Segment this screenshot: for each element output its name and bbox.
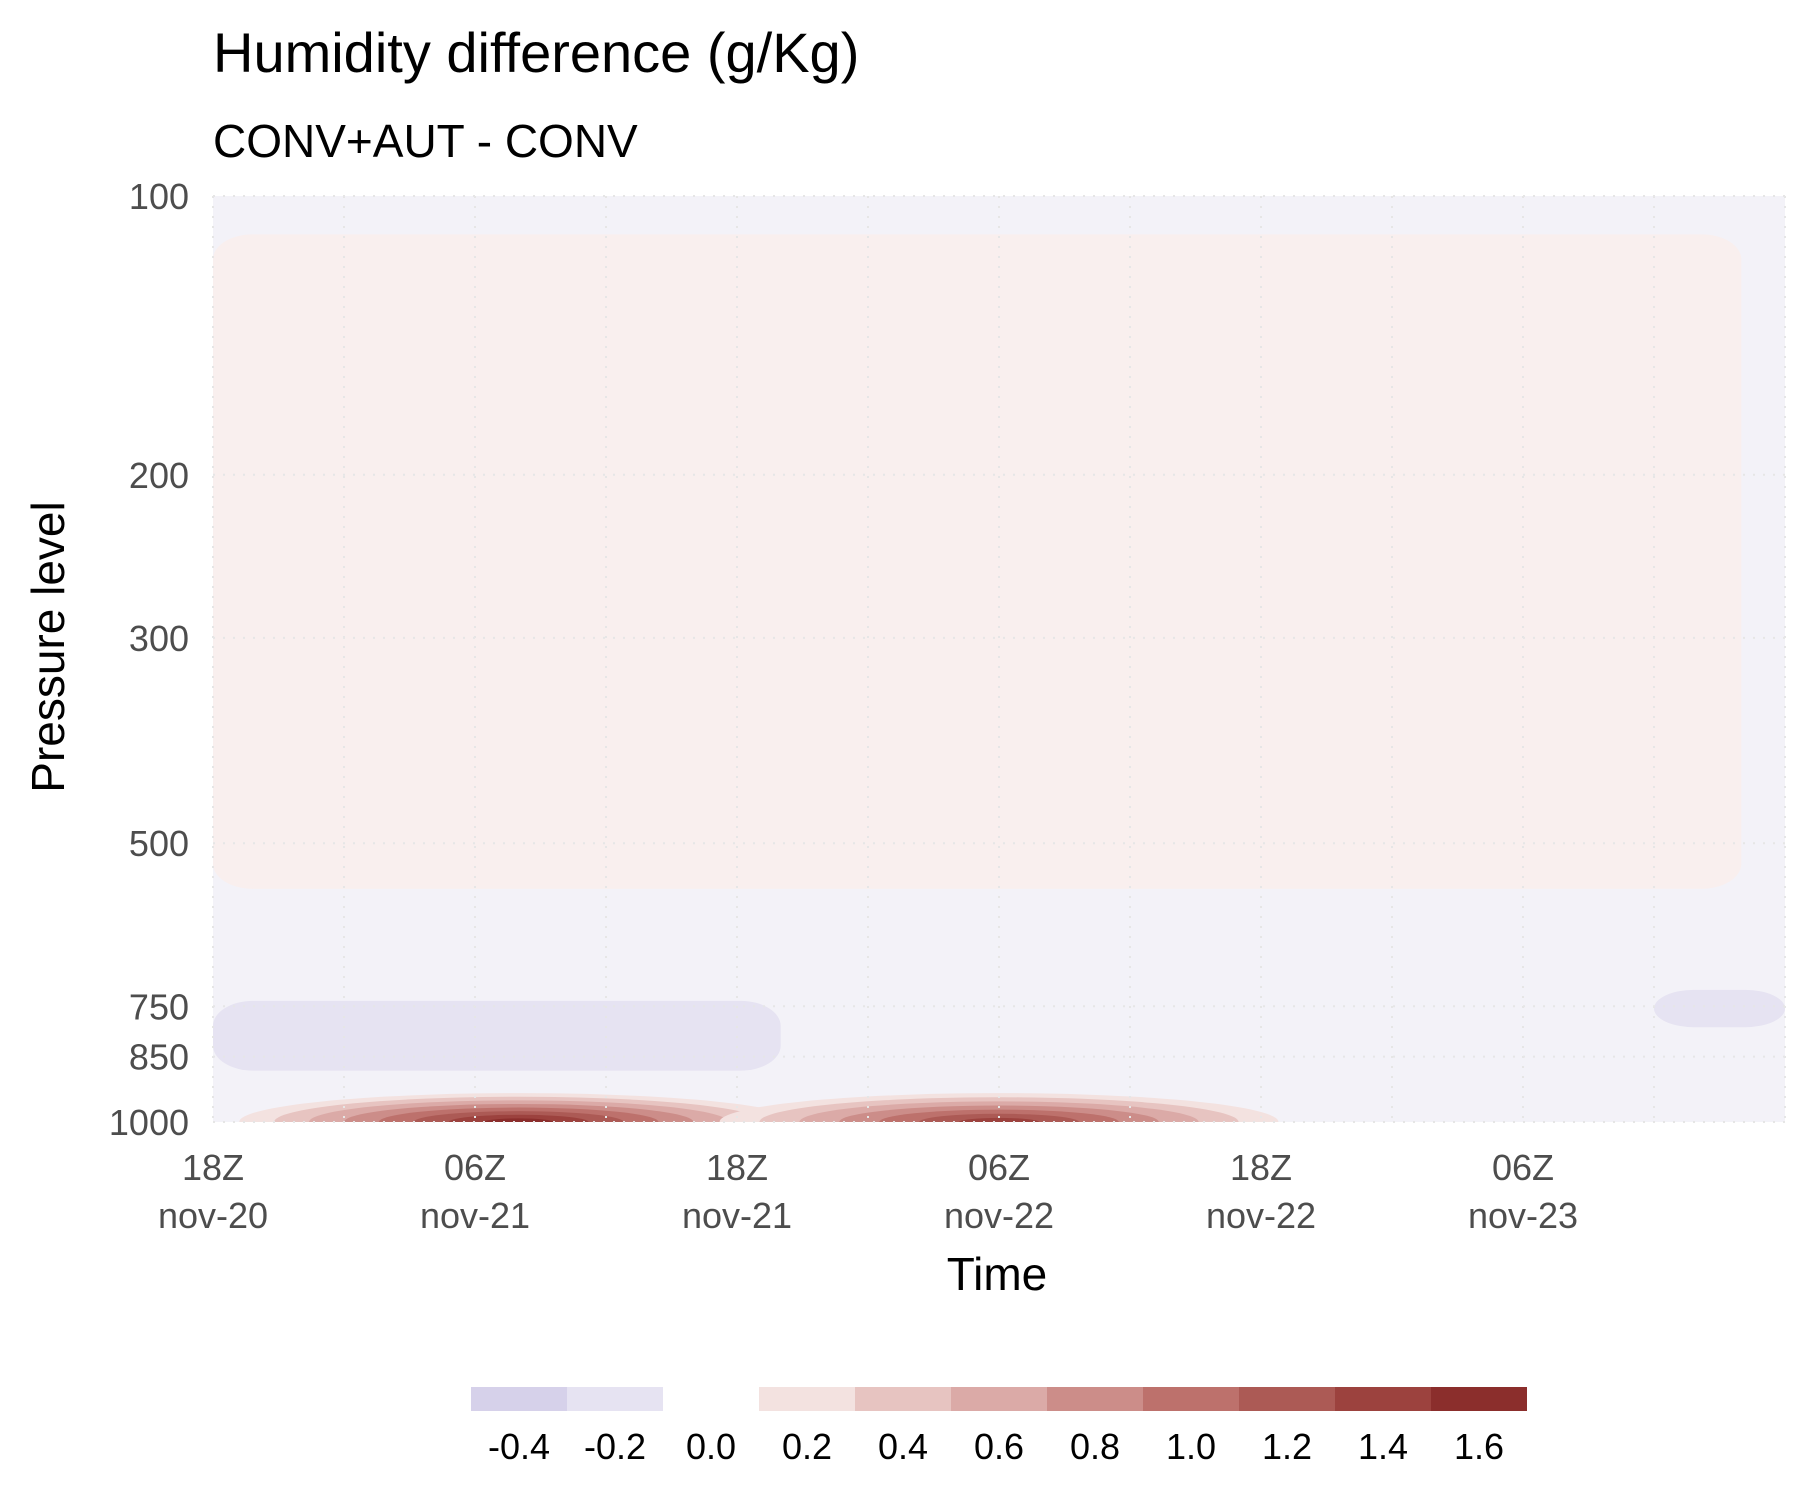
x-tick-time: 06Z	[968, 1147, 1030, 1188]
x-tick-date: nov-21	[682, 1195, 792, 1236]
chart-subtitle: CONV+AUT - CONV	[213, 115, 638, 167]
contour-region-4	[1654, 989, 1785, 1028]
legend-swatch	[759, 1387, 855, 1411]
contour-region-0	[213, 234, 1742, 889]
legend-label: -0.2	[584, 1426, 646, 1467]
contour-region-1	[213, 1000, 781, 1071]
chart-title: Humidity difference (g/Kg)	[213, 21, 859, 84]
contour-band-3-6	[959, 1117, 1039, 1122]
legend-swatch	[855, 1387, 951, 1411]
y-tick-label: 1000	[109, 1102, 189, 1143]
grid-lines	[212, 195, 1786, 1123]
plot-area	[212, 195, 1786, 1123]
y-tick-label: 300	[129, 618, 189, 659]
legend-label: 1.6	[1454, 1426, 1504, 1467]
legend-label: 1.2	[1262, 1426, 1312, 1467]
x-axis: 18Z nov-20 06Z nov-21 18Z nov-21 06Z nov-22 18Z n…	[158, 1147, 1578, 1236]
legend-swatch	[951, 1387, 1047, 1411]
x-tick-time: 18Z	[1230, 1147, 1292, 1188]
legend-label: 0.2	[782, 1426, 832, 1467]
x-axis-title: Time	[947, 1248, 1048, 1300]
legend-label: -0.4	[488, 1426, 550, 1467]
x-tick-date: nov-21	[420, 1195, 530, 1236]
legend-label: 0.4	[878, 1426, 928, 1467]
y-tick-label: 200	[129, 455, 189, 496]
legend-label: 1.4	[1358, 1426, 1408, 1467]
x-tick-time: 18Z	[182, 1147, 244, 1188]
y-tick-label: 750	[129, 986, 189, 1027]
legend-swatch	[567, 1387, 663, 1411]
legend-swatch	[1143, 1387, 1239, 1411]
y-axis: 100 200 300 500 750 850 1000	[109, 176, 189, 1143]
x-tick-time: 06Z	[1492, 1147, 1554, 1188]
contour-band-2-7	[483, 1118, 554, 1122]
legend-label: 0.6	[974, 1426, 1024, 1467]
y-tick-label: 850	[129, 1037, 189, 1078]
x-tick-date: nov-23	[1468, 1195, 1578, 1236]
legend-swatch	[1431, 1387, 1527, 1411]
color-legend: -0.4 -0.2 0.0 0.2 0.4 0.6 0.8 1.0 1.2 1.4 1.6	[471, 1387, 1527, 1467]
y-axis-title: Pressure level	[22, 501, 74, 792]
legend-swatch	[1335, 1387, 1431, 1411]
legend-label: 1.0	[1166, 1426, 1216, 1467]
x-tick-date: nov-22	[944, 1195, 1054, 1236]
y-tick-label: 500	[129, 823, 189, 864]
legend-swatch	[1047, 1387, 1143, 1411]
contour-field	[213, 234, 1785, 1122]
legend-swatch	[1239, 1387, 1335, 1411]
legend-label: 0.0	[686, 1426, 736, 1467]
x-tick-date: nov-20	[158, 1195, 268, 1236]
legend-swatch	[471, 1387, 567, 1411]
legend-label: 0.8	[1070, 1426, 1120, 1467]
x-tick-time: 18Z	[706, 1147, 768, 1188]
x-tick-time: 06Z	[444, 1147, 506, 1188]
y-tick-label: 100	[129, 176, 189, 217]
x-tick-date: nov-22	[1206, 1195, 1316, 1236]
